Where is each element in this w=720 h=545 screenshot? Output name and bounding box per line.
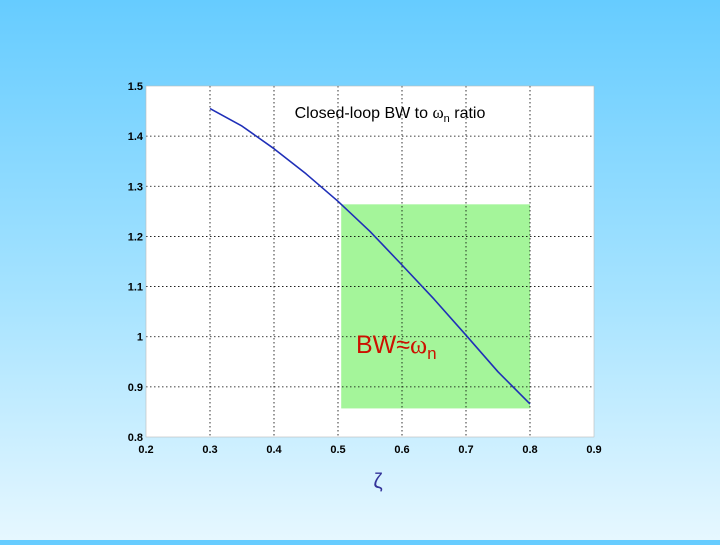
y-tick-label: 1.2 — [128, 231, 143, 243]
chart-title-omega: ω — [432, 103, 443, 122]
series-group — [209, 107, 531, 405]
x-tick-label: 0.5 — [330, 444, 345, 456]
x-tick-label: 0.3 — [202, 444, 217, 456]
highlight-label-text: BW≈ — [356, 331, 410, 359]
chart-title-subscript: n — [444, 113, 450, 125]
y-tick-label: 1 — [137, 332, 143, 344]
x-tick-label: 0.6 — [394, 444, 409, 456]
y-tick-labels: 0.8 0.9 1 1.1 1.2 1.3 1.4 1.5 — [128, 81, 144, 444]
x-tick-label: 0.8 — [522, 444, 537, 456]
y-tick-label: 1.4 — [128, 131, 144, 143]
x-tick-label: 0.9 — [586, 444, 601, 456]
y-tick-label: 0.8 — [128, 432, 143, 444]
x-tick-label: 0.2 — [138, 444, 153, 456]
highlight-label: BW≈ωn — [356, 330, 437, 363]
chart-title-suffix: ratio — [450, 105, 486, 122]
y-tick-label: 0.9 — [128, 382, 143, 394]
series-line — [209, 107, 531, 405]
highlight-label-subscript: n — [427, 344, 436, 363]
chart-title-text: Closed-loop BW to — [295, 105, 433, 122]
y-tick-label: 1.1 — [128, 282, 143, 294]
grid-lines — [146, 86, 594, 437]
x-axis-label: ζ — [373, 470, 382, 493]
chart-title: Closed-loop BW to ωn ratio — [295, 103, 486, 125]
x-tick-label: 0.7 — [458, 444, 473, 456]
x-tick-labels: 0.2 0.3 0.4 0.5 0.6 0.7 0.8 0.9 — [138, 444, 601, 456]
y-tick-label: 1.5 — [128, 81, 143, 93]
y-tick-label: 1.3 — [128, 181, 143, 193]
highlight-label-omega: ω — [410, 330, 427, 359]
x-tick-label: 0.4 — [266, 444, 282, 456]
plot-frame — [145, 85, 595, 438]
highlight-region — [341, 204, 530, 409]
